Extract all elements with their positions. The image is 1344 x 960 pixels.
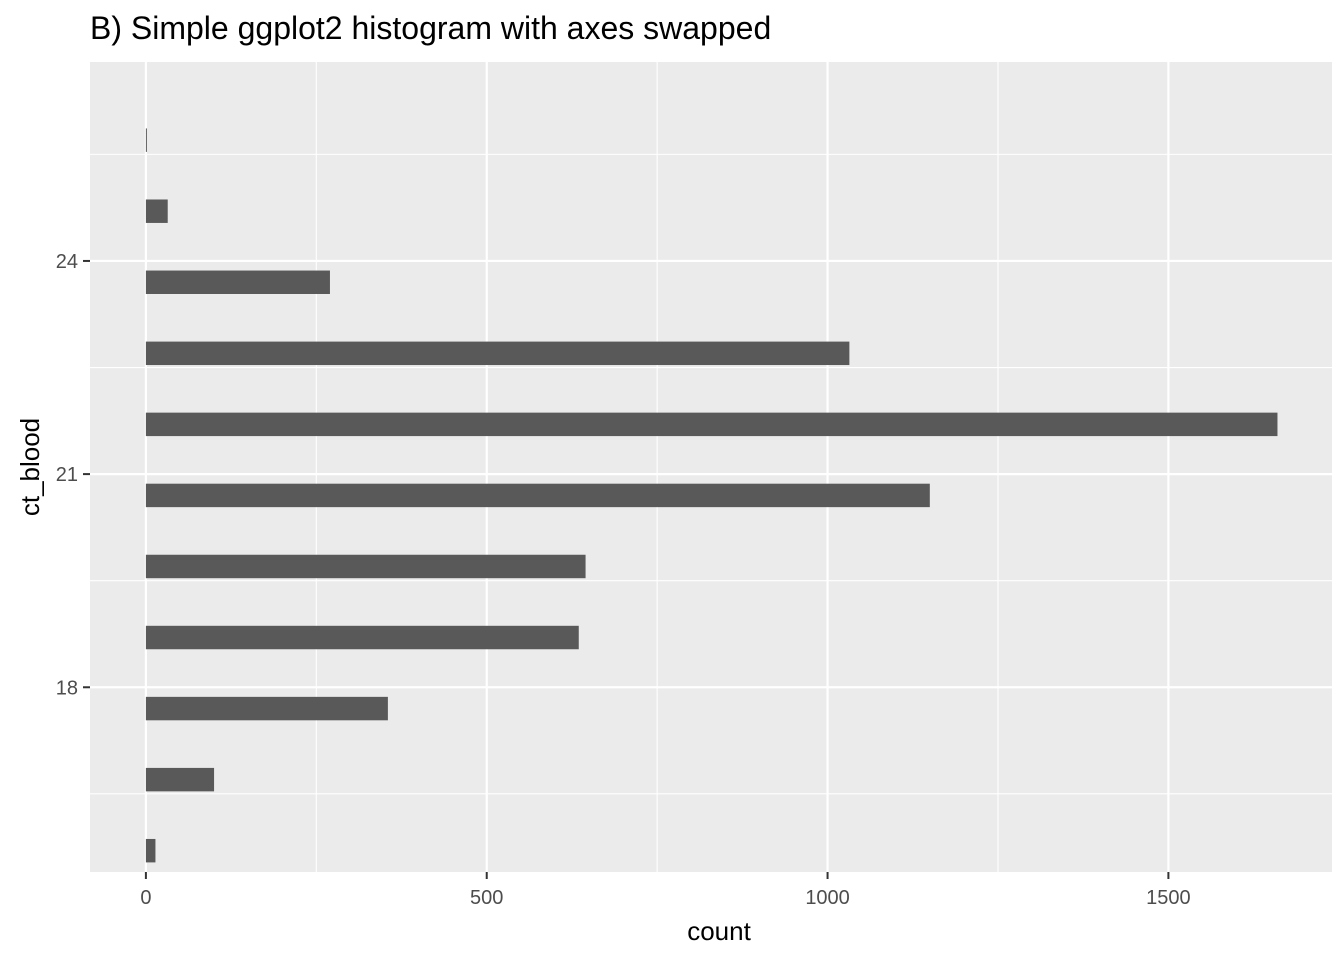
histogram-bar [145, 199, 168, 223]
chart-title: B) Simple ggplot2 histogram with axes sw… [90, 10, 772, 46]
histogram-bar [145, 412, 1278, 437]
histogram-bar [145, 128, 147, 152]
x-tick-label: 0 [140, 887, 151, 909]
histogram-bar [145, 625, 579, 650]
histogram-bar [145, 696, 388, 721]
histogram-bar [145, 554, 586, 579]
plot-panel [90, 62, 1332, 872]
minor-gridlines [90, 62, 1332, 872]
y-axis: 18 21 24 [56, 251, 90, 699]
histogram-bar [145, 767, 215, 792]
histogram-bar [145, 341, 850, 366]
histogram-bars [145, 128, 1278, 863]
x-tick-label: 500 [470, 887, 503, 909]
histogram-bar [145, 270, 330, 294]
major-gridlines [90, 62, 1332, 872]
x-tick-label: 1000 [805, 887, 850, 909]
x-axis-label: count [687, 916, 751, 946]
histogram-bar [145, 483, 930, 508]
x-axis: 0 500 1000 1500 [140, 872, 1191, 909]
y-axis-label: ct_blood [15, 418, 45, 516]
y-tick-label: 18 [56, 677, 78, 699]
y-tick-label: 21 [56, 464, 78, 486]
histogram-bar [145, 838, 156, 863]
y-tick-label: 24 [56, 251, 78, 273]
x-tick-label: 1500 [1146, 887, 1191, 909]
